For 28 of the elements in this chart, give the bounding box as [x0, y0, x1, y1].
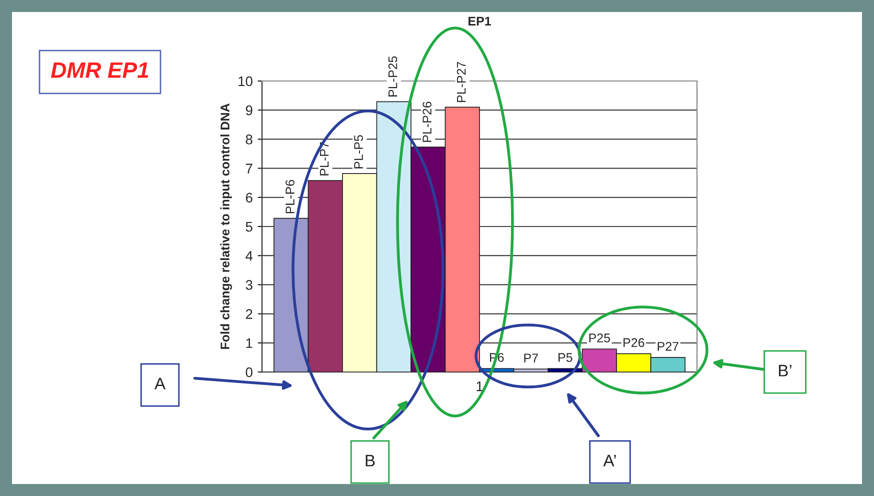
series-label: P26	[624, 338, 644, 348]
text: A’	[603, 454, 616, 466]
y-tick-label: 4	[246, 251, 253, 261]
y-tick-label: 0	[246, 367, 252, 378]
y-tick-label: 1	[246, 338, 252, 348]
y-tick-label: 9	[246, 105, 252, 116]
y-tick-label: 3	[246, 280, 252, 290]
y-tick-label: 10	[238, 76, 252, 86]
text: PL-P5	[354, 135, 363, 168]
text: PL-P26	[422, 102, 432, 142]
y-tick-label: 2	[246, 309, 252, 319]
y-tick-label: 6	[246, 192, 252, 203]
text: PL-P25	[388, 56, 398, 96]
series-label: P7	[524, 354, 538, 362]
y-tick-label: 7	[246, 164, 252, 174]
text: B	[366, 454, 375, 466]
text: B’	[778, 364, 792, 376]
text: PL-P27	[456, 62, 466, 102]
chart-title: EP1	[468, 16, 491, 26]
series-label: P27	[658, 342, 678, 351]
text: DMR EP1	[51, 62, 148, 78]
series-label: P25	[589, 334, 610, 342]
text: A	[154, 378, 166, 390]
y-tick-label: 5	[246, 222, 252, 232]
y-axis-title: Fold change relative to input control DNA	[220, 104, 232, 349]
text: PL-P6	[286, 180, 294, 214]
y-tick-label: 8	[246, 134, 252, 144]
series-label: P5	[558, 353, 572, 362]
